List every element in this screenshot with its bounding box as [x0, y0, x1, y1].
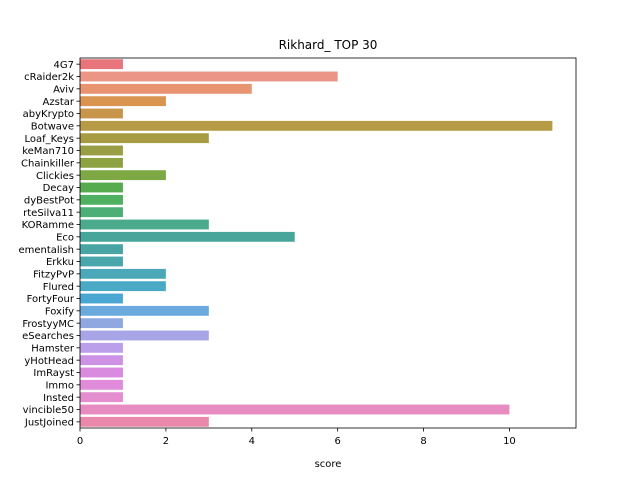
- y-tick-label: Loaf_Keys: [24, 134, 74, 145]
- bar: [80, 108, 123, 119]
- y-tick-label: Flured: [43, 282, 74, 293]
- y-tick-label: FortyFour: [27, 294, 75, 305]
- bar: [80, 157, 123, 168]
- bar: [80, 207, 123, 218]
- bar: [80, 355, 123, 366]
- y-tick-label: Foxify: [45, 306, 74, 317]
- x-tick-label: 8: [420, 436, 426, 447]
- y-tick-label: Immo: [45, 380, 74, 391]
- y-tick-label: Decay: [43, 183, 74, 194]
- bar: [80, 318, 123, 329]
- bars-group: [80, 59, 553, 427]
- x-tick-label: 4: [249, 436, 255, 447]
- y-tick-label: Azstar: [43, 97, 75, 108]
- bar: [80, 392, 123, 403]
- y-tick-label: dyBestPot: [24, 195, 74, 206]
- bar: [80, 268, 166, 279]
- bar: [80, 342, 123, 353]
- x-tick-label: 0: [77, 436, 83, 447]
- chart-title: Rikhard_ TOP 30: [279, 38, 378, 52]
- bar: [80, 305, 209, 316]
- x-tick-label: 6: [334, 436, 340, 447]
- bar: [80, 219, 209, 230]
- y-tick-label: FitzyPvP: [33, 269, 74, 280]
- y-tick-label: Insted: [43, 393, 74, 404]
- y-tick-label: KORamme: [22, 220, 74, 231]
- bar: [80, 330, 209, 341]
- bar: [80, 256, 123, 267]
- y-tick-label: Aviv: [53, 84, 74, 95]
- bar: [80, 120, 553, 131]
- bar: [80, 416, 209, 427]
- y-tick-label: eSearches: [22, 331, 74, 342]
- bar: [80, 281, 166, 292]
- bar: [80, 145, 123, 156]
- bar: [80, 367, 123, 378]
- x-axis-label: score: [315, 459, 342, 470]
- bar: [80, 404, 510, 415]
- x-axis-ticks: 0 2 4 6 8 10: [77, 428, 516, 447]
- bar: [80, 59, 123, 70]
- x-tick-label: 2: [163, 436, 169, 447]
- y-tick-label: Erkku: [46, 257, 74, 268]
- y-tick-label: cRaider2k: [24, 72, 74, 83]
- y-tick-label: Eco: [56, 232, 74, 243]
- axes-frame: [79, 57, 577, 429]
- y-tick-label: FrostyyMC: [22, 319, 74, 330]
- y-tick-label: vincible50: [23, 405, 74, 416]
- bar: [80, 293, 123, 304]
- y-tick-label: Botwave: [31, 121, 74, 132]
- y-tick-label: rteSilva11: [23, 208, 74, 219]
- x-tick-label: 10: [503, 436, 516, 447]
- bar: [80, 182, 123, 193]
- y-tick-label: ementalish: [18, 245, 74, 256]
- bar: [80, 231, 295, 242]
- y-tick-label: JustJoined: [24, 417, 74, 428]
- bar: [80, 96, 166, 107]
- y-tick-label: abyKrypto: [23, 109, 74, 120]
- bar: [80, 133, 209, 144]
- y-tick-label: keMan710: [22, 146, 74, 157]
- bar: [80, 83, 252, 94]
- bar: [80, 71, 338, 82]
- y-tick-label: ImRayst: [33, 368, 74, 379]
- bar: [80, 244, 123, 255]
- y-tick-label: Clickies: [36, 171, 74, 182]
- y-tick-label: Hamster: [31, 343, 75, 354]
- y-tick-label: 4G7: [54, 60, 74, 71]
- bar: [80, 194, 123, 205]
- y-tick-label: Chainkiller: [21, 158, 75, 169]
- y-tick-label: yHotHead: [24, 356, 74, 367]
- bar: [80, 170, 166, 181]
- bar: [80, 379, 123, 390]
